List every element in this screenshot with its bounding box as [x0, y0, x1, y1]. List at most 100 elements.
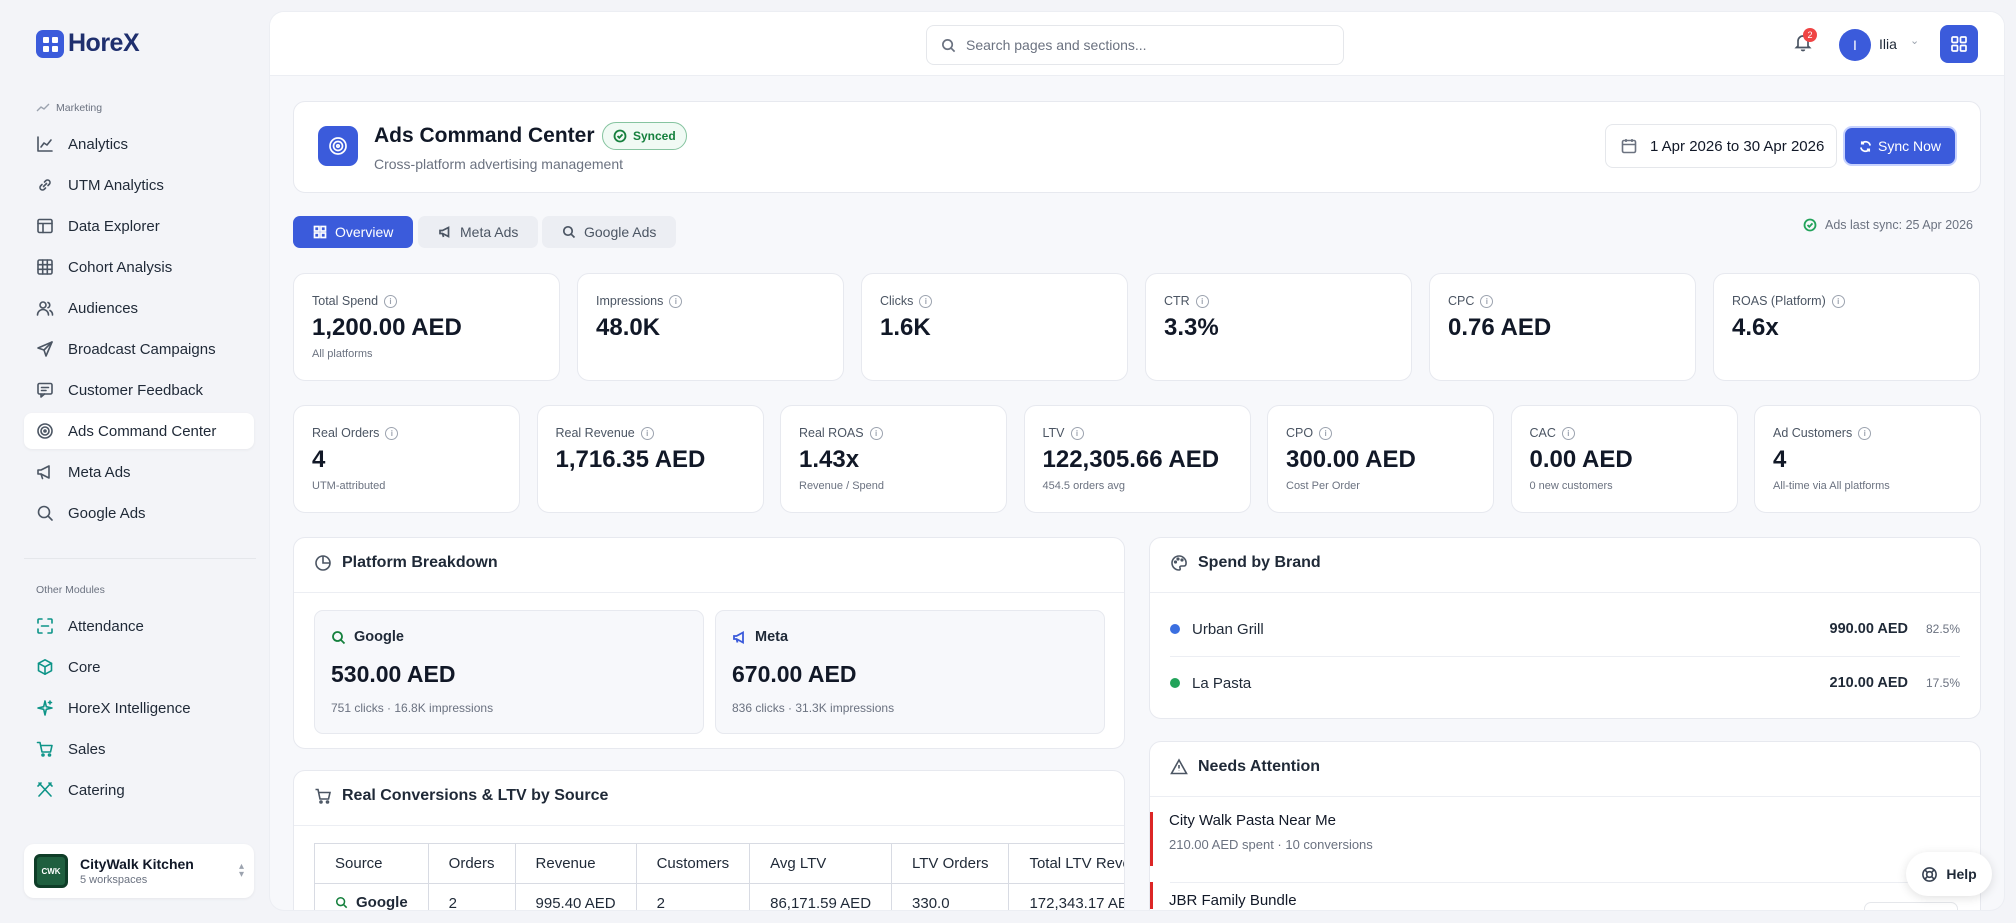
info-icon[interactable]: i — [669, 294, 683, 308]
sidebar-item-label: Broadcast Campaigns — [68, 340, 216, 358]
kpi-value: 1.43x — [799, 446, 860, 473]
info-icon[interactable]: i — [384, 294, 398, 308]
brand-row-urban-grill[interactable]: Urban Grill 990.00 AED 82.5% — [1170, 602, 1960, 656]
tab-google-ads[interactable]: Google Ads — [542, 216, 677, 248]
user-name[interactable]: Ilia — [1879, 36, 1897, 52]
sidebar-item-core[interactable]: Core — [24, 649, 254, 685]
kpi-value: 0.00 AED — [1529, 446, 1633, 473]
box-icon — [36, 658, 54, 676]
sidebar-item-label: Analytics — [68, 135, 129, 153]
info-icon[interactable]: i — [1831, 294, 1845, 308]
sidebar-item-catering[interactable]: Catering — [24, 772, 254, 808]
kpi-card-real-revenue: Real Revenue i 1,716.35 AED — [536, 405, 764, 513]
table-cell: 172,343.17 AED — [1008, 883, 1124, 910]
sidebar-item-audiences[interactable]: Audiences — [24, 290, 254, 326]
sidebar-item-analytics[interactable]: Analytics — [24, 126, 254, 162]
tab-meta-ads[interactable]: Meta Ads — [418, 216, 539, 248]
date-range-picker[interactable]: 1 Apr 2026 to 30 Apr 2026 — [1605, 124, 1837, 168]
scan-icon — [36, 617, 54, 635]
chevron-updown-icon: ▴ ▾ — [238, 861, 244, 880]
info-icon[interactable]: i — [640, 426, 654, 440]
search-icon — [36, 504, 54, 522]
column-header[interactable]: Avg LTV — [749, 843, 893, 884]
kpi-label: CTR i — [1164, 294, 1209, 308]
sidebar-item-google-ads[interactable]: Google Ads — [24, 495, 254, 531]
brand-name: La Pasta — [1192, 674, 1252, 692]
info-icon[interactable]: i — [385, 426, 399, 440]
attention-action-button[interactable] — [1864, 902, 1958, 910]
platform-card-google[interactable]: Google 530.00 AED 751 clicks · 16.8K imp… — [314, 610, 704, 734]
info-icon[interactable]: i — [1858, 426, 1872, 440]
platform-breakdown-card: Platform Breakdown Google 530.00 AED 751… — [293, 537, 1125, 749]
section-title: Needs Attention — [1170, 758, 1320, 776]
sidebar-item-utm-analytics[interactable]: UTM Analytics — [24, 167, 254, 203]
attention-item[interactable]: City Walk Pasta Near Me 210.00 AED spent… — [1150, 812, 1980, 866]
sidebar-item-cohort-analysis[interactable]: Cohort Analysis — [24, 249, 254, 285]
logo[interactable]: HoreX — [36, 29, 140, 58]
search-input[interactable]: Search pages and sections... — [926, 25, 1344, 65]
kpi-value: 0.76 AED — [1448, 314, 1552, 341]
sidebar-item-ads-command-center[interactable]: Ads Command Center — [24, 413, 254, 449]
sidebar-item-label: Sales — [68, 740, 106, 758]
apps-grid-button[interactable] — [1940, 25, 1978, 63]
section-title: Spend by Brand — [1170, 554, 1321, 572]
sidebar-item-label: Ads Command Center — [68, 422, 217, 440]
link-icon — [36, 176, 54, 194]
info-icon[interactable]: i — [1480, 294, 1494, 308]
kpi-label: ROAS (Platform) i — [1732, 294, 1845, 308]
kpi-card-real-roas: Real ROAS i 1.43x Revenue / Spend — [780, 405, 1007, 513]
info-icon[interactable]: i — [1319, 426, 1333, 440]
kpi-label: Real ROAS i — [799, 426, 883, 440]
info-icon[interactable]: i — [919, 294, 933, 308]
attention-title: JBR Family Bundle — [1169, 892, 1297, 909]
sidebar-item-meta-ads[interactable]: Meta Ads — [24, 454, 254, 490]
kpi-card-clicks: Clicks i 1.6K — [861, 273, 1128, 381]
sidebar-divider — [24, 558, 256, 559]
column-header[interactable]: Orders — [427, 843, 516, 884]
sidebar-item-horex-intelligence[interactable]: HoreX Intelligence — [24, 690, 254, 726]
avatar[interactable]: I — [1839, 29, 1871, 61]
table-row[interactable]: Google 2 995.40 AED 2 86,171.59 AED 330.0 172,… — [314, 883, 1124, 910]
info-icon[interactable]: i — [869, 426, 883, 440]
workspace-name: CityWalk Kitchen — [80, 856, 194, 872]
lifebuoy-icon — [1922, 866, 1938, 882]
brand-row-la-pasta[interactable]: La Pasta 210.00 AED 17.5% — [1170, 656, 1960, 710]
sidebar-item-customer-feedback[interactable]: Customer Feedback — [24, 372, 254, 408]
last-sync-status: Ads last sync: 25 Apr 2026 — [1803, 218, 1973, 232]
column-header[interactable]: Revenue — [514, 843, 637, 884]
section-title: Real Conversions & LTV by Source — [314, 787, 608, 805]
column-header[interactable]: Customers — [635, 843, 751, 884]
brand-percent: 82.5% — [1925, 622, 1960, 636]
check-circle-icon — [1803, 218, 1817, 232]
target-icon — [318, 126, 358, 166]
pie-chart-icon — [315, 555, 331, 571]
kpi-subtext: 454.5 orders avg — [1042, 480, 1126, 492]
chevron-down-icon[interactable]: ⌄ — [1910, 35, 1920, 47]
column-header[interactable]: LTV Orders — [891, 843, 1010, 884]
column-header[interactable]: Source — [314, 843, 429, 884]
sidebar-item-data-explorer[interactable]: Data Explorer — [24, 208, 254, 244]
section-label-other: Other Modules — [36, 584, 105, 596]
sidebar-item-broadcast-campaigns[interactable]: Broadcast Campaigns — [24, 331, 254, 367]
attention-item[interactable]: JBR Family Bundle — [1150, 882, 1980, 909]
column-header[interactable]: Total LTV Rever — [1008, 843, 1124, 884]
tab-overview[interactable]: Overview — [293, 216, 414, 248]
megaphone-icon — [36, 463, 54, 481]
sidebar-item-label: Meta Ads — [68, 463, 131, 481]
info-icon[interactable]: i — [1195, 294, 1209, 308]
notification-badge: 2 — [1803, 28, 1817, 42]
kpi-value: 3.3% — [1164, 314, 1219, 341]
info-icon[interactable]: i — [1561, 426, 1575, 440]
help-button[interactable]: Help — [1906, 852, 1992, 896]
platform-card-meta[interactable]: Meta 670.00 AED 836 clicks · 31.3K impre… — [715, 610, 1105, 734]
platform-spend: 670.00 AED — [732, 661, 857, 687]
kpi-label: CPO i — [1286, 426, 1333, 440]
sidebar-item-sales[interactable]: Sales — [24, 731, 254, 767]
page-title: Ads Command Center — [374, 124, 595, 147]
logo-text: HoreX — [68, 29, 140, 57]
sidebar-item-attendance[interactable]: Attendance — [24, 608, 254, 644]
info-icon[interactable]: i — [1070, 426, 1084, 440]
conversions-table: Source Orders Revenue Customers Avg LTV LTV O… — [314, 843, 1124, 910]
sync-now-button[interactable]: Sync Now — [1845, 128, 1955, 164]
workspace-switcher[interactable]: CWK CityWalk Kitchen 5 workspaces ▴ ▾ — [24, 844, 254, 898]
